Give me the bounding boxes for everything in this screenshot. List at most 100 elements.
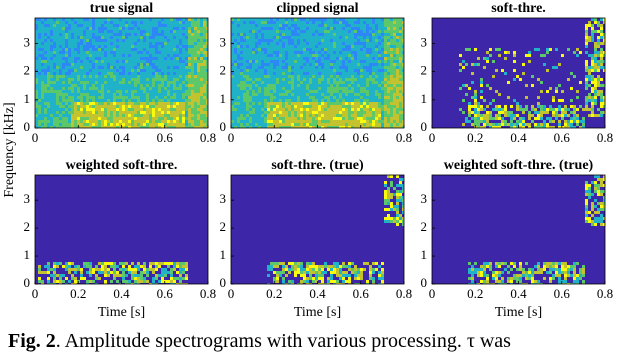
- pixel: [146, 63, 149, 66]
- pixel: [240, 93, 243, 96]
- pixel: [182, 24, 185, 27]
- pixel: [35, 117, 38, 120]
- pixel: [267, 48, 270, 51]
- pixel: [594, 63, 597, 66]
- pixel: [89, 42, 92, 45]
- pixel: [282, 45, 285, 48]
- pixel: [360, 51, 363, 54]
- pixel: [164, 69, 167, 72]
- pixel: [164, 120, 167, 123]
- pixel: [279, 60, 282, 63]
- pixel: [393, 96, 396, 99]
- pixel: [231, 51, 234, 54]
- pixel: [396, 114, 399, 117]
- pixel: [585, 84, 588, 87]
- pixel: [179, 114, 182, 117]
- pixel: [44, 123, 47, 126]
- pixel: [128, 81, 131, 84]
- pixel: [591, 99, 594, 102]
- pixel: [357, 87, 360, 90]
- pixel: [164, 48, 167, 51]
- pixel: [366, 108, 369, 111]
- pixel: [315, 99, 318, 102]
- pixel: [267, 30, 270, 33]
- pixel: [41, 75, 44, 78]
- pixel: [101, 111, 104, 114]
- pixel: [381, 27, 384, 30]
- pixel: [396, 36, 399, 39]
- pixel: [237, 45, 240, 48]
- pixel: [264, 57, 267, 60]
- pixel: [288, 90, 291, 93]
- pixel: [600, 90, 603, 93]
- pixel: [92, 27, 95, 30]
- pixel: [363, 63, 366, 66]
- pixel: [270, 48, 273, 51]
- pixel: [501, 111, 504, 114]
- pixel: [146, 21, 149, 24]
- pixel: [399, 30, 402, 33]
- pixel: [321, 105, 324, 108]
- pixel: [300, 78, 303, 81]
- pixel: [399, 24, 402, 27]
- pixel: [149, 108, 152, 111]
- pixel: [68, 105, 71, 108]
- pixel: [95, 87, 98, 90]
- pixel: [303, 96, 306, 99]
- pixel: [35, 18, 38, 21]
- pixel: [387, 63, 390, 66]
- pixel: [56, 81, 59, 84]
- pixel: [384, 114, 387, 117]
- pixel: [128, 84, 131, 87]
- pixel: [258, 102, 261, 105]
- pixel: [276, 114, 279, 117]
- pixel: [41, 36, 44, 39]
- pixel: [140, 39, 143, 42]
- pixel: [41, 108, 44, 111]
- pixel: [246, 33, 249, 36]
- pixel: [366, 21, 369, 24]
- pixel: [77, 66, 80, 69]
- pixel: [321, 75, 324, 78]
- pixel: [306, 30, 309, 33]
- pixel: [279, 84, 282, 87]
- pixel: [264, 18, 267, 21]
- pixel: [291, 90, 294, 93]
- pixel: [390, 24, 393, 27]
- pixel: [68, 262, 71, 265]
- pixel: [146, 30, 149, 33]
- pixel: [137, 120, 140, 123]
- pixel: [197, 42, 200, 45]
- pixel: [71, 114, 74, 117]
- pixel: [378, 102, 381, 105]
- pixel: [41, 54, 44, 57]
- pixel: [255, 120, 258, 123]
- pixel: [74, 120, 77, 123]
- pixel: [585, 60, 588, 63]
- pixel: [345, 57, 348, 60]
- pixel: [237, 78, 240, 81]
- pixel: [246, 99, 249, 102]
- pixel: [77, 265, 80, 268]
- pixel: [98, 75, 101, 78]
- pixel: [360, 63, 363, 66]
- pixel: [330, 87, 333, 90]
- pixel: [348, 117, 351, 120]
- pixel: [173, 36, 176, 39]
- pixel: [249, 111, 252, 114]
- pixel: [327, 75, 330, 78]
- pixel: [119, 45, 122, 48]
- pixel: [384, 51, 387, 54]
- pixel: [543, 105, 546, 108]
- pixel: [101, 45, 104, 48]
- pixel: [249, 108, 252, 111]
- pixel: [95, 111, 98, 114]
- pixel: [170, 57, 173, 60]
- pixel: [288, 120, 291, 123]
- pixel: [249, 48, 252, 51]
- pixel: [276, 108, 279, 111]
- pixel: [270, 87, 273, 90]
- pixel: [50, 48, 53, 51]
- pixel: [38, 90, 41, 93]
- pixel: [200, 57, 203, 60]
